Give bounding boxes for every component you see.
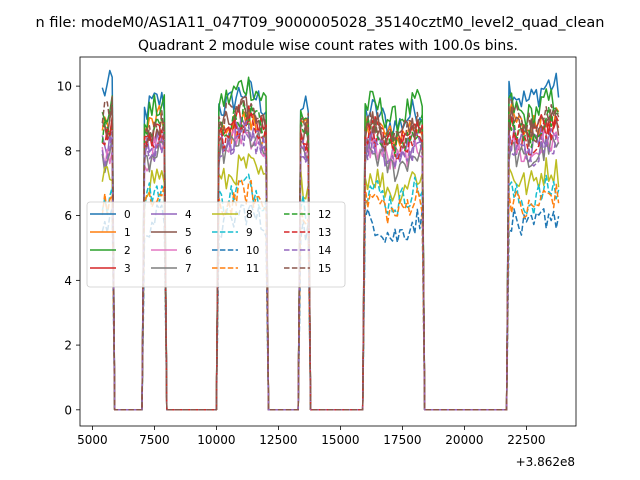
x-tick-label: 5000 [77,433,108,447]
legend-label-0: 0 [124,209,131,221]
legend-label-8: 8 [246,209,253,221]
legend-label-10: 10 [246,245,259,257]
legend-label-9: 9 [246,227,253,239]
legend-label-3: 3 [124,263,131,275]
figure-suptitle: n file: modeM0/AS1A11_047T09_9000005028_… [36,15,605,31]
legend-label-5: 5 [185,227,192,239]
legend-label-2: 2 [124,245,131,257]
x-tick-label: 15000 [321,433,359,447]
y-tick-label: 0 [64,403,72,417]
legend-label-13: 13 [318,227,331,239]
legend-label-1: 1 [124,227,131,239]
plot-area: 5000 7500 10000 12500 15000 17500 20000 22500 0 2… [57,56,577,447]
y-tick-label: 10 [57,80,72,94]
axes-frame [79,56,577,427]
x-tick-label: 12500 [259,433,297,447]
x-tick-label: 10000 [197,433,235,447]
legend-label-14: 14 [318,245,332,257]
x-tick-label: 20000 [445,433,483,447]
legend-box [86,201,346,288]
x-tick-label: 17500 [383,433,421,447]
legend-label-4: 4 [185,209,192,221]
y-tick-label: 2 [64,339,72,353]
x-tick-label: 22500 [507,433,545,447]
chart-title: Quadrant 2 module wise count rates with … [138,38,518,54]
y-tick-label: 8 [64,144,72,158]
x-offset-text: +3.862e8 [516,455,575,469]
legend-label-15: 15 [318,263,331,275]
legend-label-12: 12 [318,209,331,221]
x-tick-label: 7500 [139,433,170,447]
legend-label-11: 11 [246,263,259,275]
y-tick-label: 6 [64,209,72,223]
y-tick-label: 4 [64,274,72,288]
legend-label-6: 6 [185,245,192,257]
legend-label-7: 7 [185,263,192,275]
